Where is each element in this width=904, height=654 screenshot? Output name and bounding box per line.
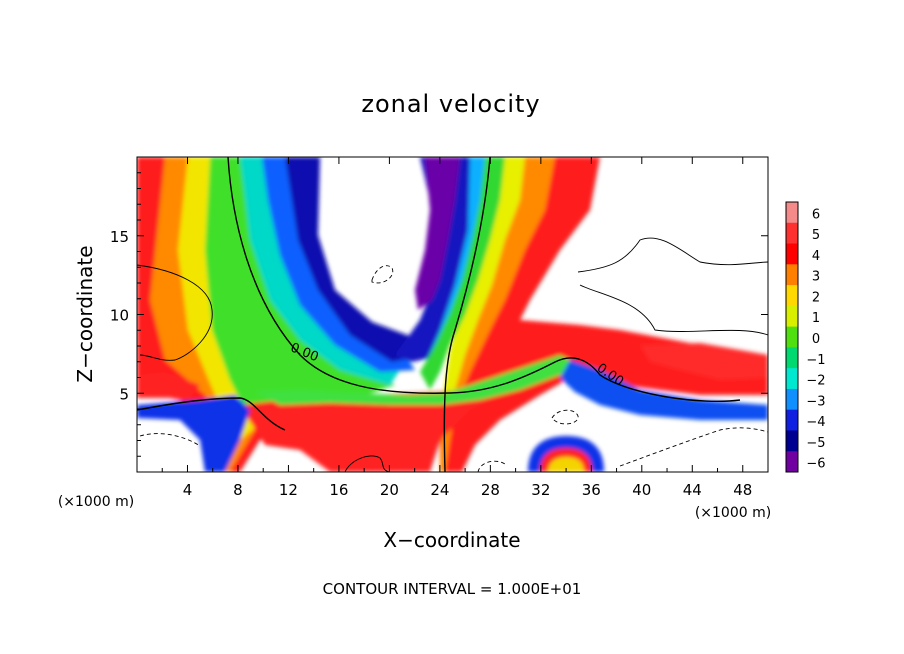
x-tick-label: 36 [582, 481, 601, 499]
velocity-field [137, 157, 768, 472]
dashed-contour-small [371, 265, 394, 284]
zero-contour-left [227, 157, 741, 402]
thin-contour-left [137, 264, 213, 361]
x-tick-label: 28 [481, 481, 500, 499]
x-tick-label: 8 [233, 481, 243, 499]
right-jet-yellow [444, 157, 525, 420]
right-positive-patch [640, 343, 768, 380]
thin-contour-right [577, 237, 768, 273]
central-plume-purple [415, 157, 460, 310]
lower-blue-band [137, 395, 250, 472]
thin-contour-lower-mid [344, 455, 391, 472]
zero-contour-lower [137, 397, 286, 431]
colorbar-label: −6 [806, 457, 825, 472]
colorbar-swatch [786, 243, 798, 265]
x-tick-label: 4 [183, 481, 193, 499]
dashed-contour-lower-mid [477, 460, 506, 472]
colorbar-label: 6 [812, 207, 820, 222]
x-axis-ticks: 4 8 12 16 20 24 28 32 36 40 44 48 [161, 157, 752, 499]
colorbar-frame [785, 201, 799, 473]
colorbar-label: 3 [812, 270, 820, 285]
dashed-contour-lower-left [139, 433, 201, 447]
surface-dome-yellow [548, 457, 584, 472]
lower-green-band [255, 355, 580, 405]
colorbar-swatch [786, 202, 798, 224]
x-tick-label: 20 [380, 481, 399, 499]
colorbar-swatch [786, 285, 798, 307]
colorbar-label: 0 [812, 332, 820, 347]
colorbar-label: 5 [812, 228, 820, 243]
colorbar-swatch [786, 451, 798, 473]
colorbar-label: 2 [812, 290, 820, 305]
dashed-contour-lower-right [619, 427, 768, 467]
dashed-contour-center [551, 409, 579, 425]
x-tick-label: 44 [683, 481, 702, 499]
colorbar-label: 1 [812, 311, 820, 326]
colorbar-swatch [786, 305, 798, 328]
x-tick-label: 16 [329, 481, 348, 499]
y-tick-label: 10 [110, 307, 129, 325]
chart-title: zonal velocity [361, 90, 540, 118]
colorbar-label: −3 [806, 394, 825, 409]
colorbar-swatch [786, 347, 798, 369]
x-tick-label: 40 [632, 481, 651, 499]
colorbar-label: −2 [806, 374, 825, 389]
colorbar-swatch [786, 430, 798, 452]
colorbar-label: −5 [806, 436, 825, 451]
y-axis-label: Z−coordinate [73, 245, 97, 382]
colorbar-swatch [786, 222, 798, 245]
right-jet-orange [440, 157, 555, 472]
x-tick-label: 12 [279, 481, 298, 499]
thin-contour-right-lower [579, 284, 768, 336]
zero-contour-right [443, 157, 491, 472]
contour-interval-note: CONTOUR INTERVAL = 1.000E+01 [323, 580, 582, 598]
y-axis-ticks: 5 10 15 [110, 172, 768, 457]
colorbar-swatch [786, 409, 798, 431]
colorbar-label: 4 [812, 249, 820, 264]
colorbar-label: −4 [806, 415, 825, 430]
colorbar: 6 5 4 3 2 1 0 −1 −2 −3 −4 −5 −6 [785, 201, 826, 473]
x-unit-label-left: (×1000 m) [58, 494, 134, 510]
colorbar-swatch [786, 264, 798, 286]
central-plume-cyan-edge [425, 157, 490, 365]
y-tick-label: 15 [110, 228, 129, 246]
x-tick-label: 48 [733, 481, 752, 499]
colorbar-label: −1 [806, 353, 825, 368]
colorbar-swatch [786, 326, 798, 348]
x-tick-label: 32 [531, 481, 550, 499]
x-tick-label: 24 [430, 481, 449, 499]
lower-right-blue-band [560, 360, 768, 420]
y-tick-label: 5 [119, 385, 129, 403]
colorbar-swatch [786, 368, 798, 390]
x-axis-label: X−coordinate [383, 528, 520, 552]
x-unit-label-right: (×1000 m) [695, 505, 771, 521]
right-jet-green [420, 157, 505, 390]
colorbar-swatch [786, 388, 798, 411]
contour-lines [137, 157, 768, 472]
left-edge-red [137, 372, 200, 398]
